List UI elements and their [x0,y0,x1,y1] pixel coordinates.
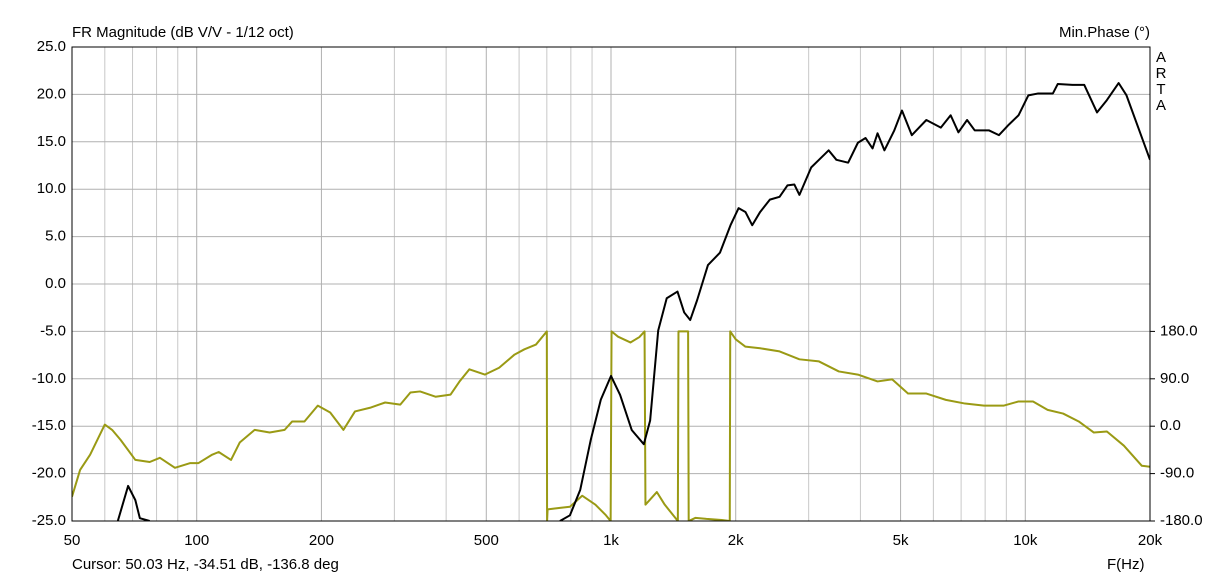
x-axis-label: F(Hz) [1107,556,1145,573]
y-tick-label: 20.0 [37,85,66,102]
y-tick-label: 15.0 [37,133,66,150]
y2-tick-label: -180.0 [1160,512,1203,529]
y-tick-label: -25.0 [32,512,66,529]
x-tick-label: 5k [893,532,909,549]
y-tick-label: 10.0 [37,180,66,197]
y2-tick-label: -90.0 [1160,465,1194,482]
y-tick-label: 0.0 [45,275,66,292]
x-tick-label: 10k [1013,532,1038,549]
x-tick-label: 20k [1138,532,1163,549]
y-tick-label: -10.0 [32,370,66,387]
x-tick-label: 1k [603,532,619,549]
y2-tick-label: 0.0 [1160,417,1181,434]
x-tick-label: 200 [309,532,334,549]
y-tick-label: -20.0 [32,465,66,482]
y2-title: Min.Phase (°) [1059,24,1150,41]
chart-title: FR Magnitude (dB V/V - 1/12 oct) [72,24,294,41]
cursor-readout: Cursor: 50.03 Hz, -34.51 dB, -136.8 deg [72,556,339,573]
y-tick-label: 5.0 [45,228,66,245]
plot-area [72,82,1150,521]
x-tick-label: 100 [184,532,209,549]
y2-tick-label: 90.0 [1160,370,1189,387]
x-tick-label: 50 [64,532,81,549]
x-tick-label: 500 [474,532,499,549]
y2-tick-label: 180.0 [1160,322,1198,339]
x-tick-label: 2k [728,532,744,549]
y-tick-label: -5.0 [40,322,66,339]
y-tick-label: -15.0 [32,417,66,434]
plot-border [71,46,1151,522]
y-tick-label: 25.0 [37,38,66,55]
phase-line [72,330,1150,521]
magnitude-line [116,82,1150,521]
